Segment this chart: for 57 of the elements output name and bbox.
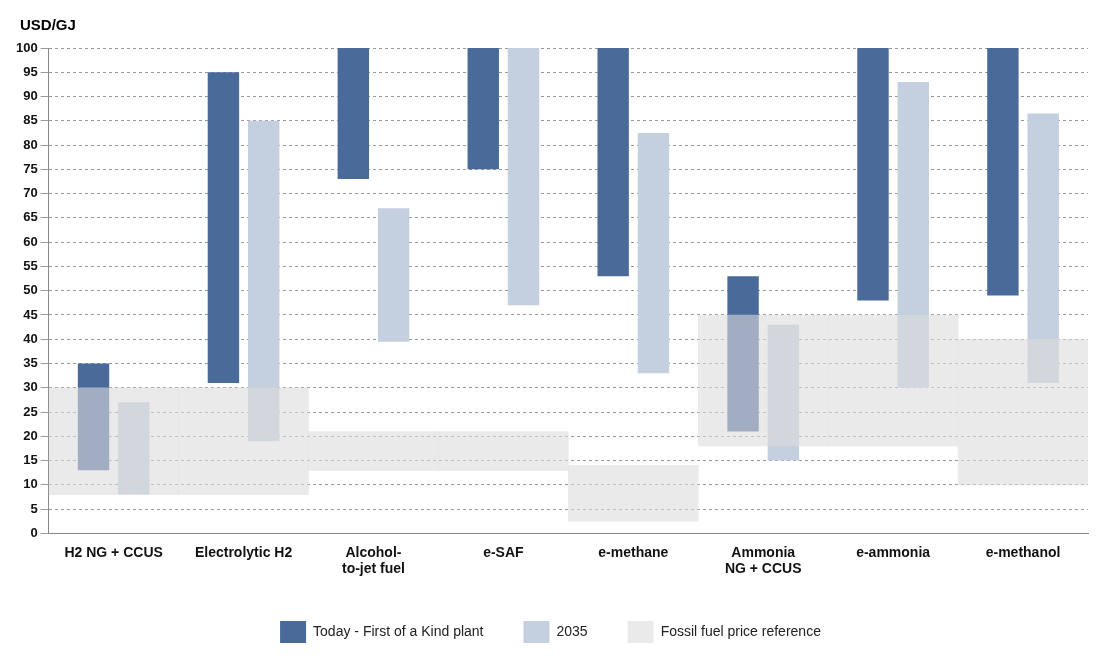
- bar: [1027, 113, 1059, 383]
- bar: [857, 48, 889, 301]
- bar: [337, 48, 370, 180]
- bar: [118, 402, 150, 495]
- y-tick-label: 50: [23, 282, 38, 298]
- bar: [207, 72, 240, 383]
- x-tick-label: Ammonia NG + CCUS: [724, 543, 802, 577]
- y-tick-label: 25: [23, 403, 38, 419]
- y-tick-label: 90: [23, 88, 38, 104]
- y-tick-label: 5: [30, 500, 38, 516]
- bar: [308, 431, 439, 471]
- y-tick-label: 40: [23, 330, 38, 346]
- x-tick-label: e-SAF: [483, 543, 525, 560]
- legend-label: Fossil fuel price reference: [660, 622, 822, 639]
- bar: [597, 48, 629, 277]
- bar: [897, 81, 929, 388]
- bar: [178, 387, 309, 495]
- x-tick-label: e-methane: [598, 543, 669, 560]
- y-tick-label: 75: [23, 160, 38, 176]
- y-tick-label: 80: [23, 136, 38, 152]
- bar: [827, 314, 959, 447]
- bar: [727, 276, 759, 432]
- y-tick-label: 100: [15, 39, 38, 55]
- x-tick-label: e-methanol: [985, 543, 1061, 560]
- bar: [48, 387, 179, 495]
- y-tick-label: 65: [23, 209, 38, 225]
- bar: [507, 48, 540, 306]
- y-tick-label: 10: [23, 476, 38, 492]
- y-axis-title: USD/GJ: [20, 15, 76, 33]
- y-tick-label: 35: [23, 355, 38, 371]
- bar: [767, 324, 800, 461]
- bar: [957, 338, 1088, 486]
- y-tick-label: 45: [23, 306, 38, 322]
- legend-label: 2035: [556, 622, 588, 639]
- y-tick-label: 15: [23, 452, 38, 468]
- bar: [568, 465, 699, 522]
- x-tick-label: Electrolytic H2: [194, 543, 293, 560]
- bar: [637, 132, 670, 374]
- x-tick-label: e-ammonia: [856, 543, 931, 560]
- y-tick-label: 70: [23, 185, 38, 201]
- bar: [438, 431, 569, 471]
- bar: [987, 48, 1019, 296]
- y-tick-label: 30: [23, 379, 38, 395]
- bar: [467, 48, 499, 170]
- bar: [77, 363, 110, 471]
- y-tick-label: 55: [23, 258, 38, 274]
- y-tick-label: 0: [30, 524, 38, 540]
- x-tick-label: Alcohol- to-jet fuel: [341, 543, 405, 577]
- y-tick-label: 60: [23, 233, 38, 249]
- bar: [697, 314, 829, 447]
- y-tick-label: 20: [23, 427, 38, 443]
- x-tick-label: H2 NG + CCUS: [64, 543, 163, 560]
- bar: [377, 208, 410, 342]
- legend-label: Today - First of a Kind plant: [313, 622, 484, 639]
- y-tick-label: 95: [23, 63, 38, 79]
- bar: [247, 120, 280, 442]
- y-tick-label: 85: [23, 112, 38, 128]
